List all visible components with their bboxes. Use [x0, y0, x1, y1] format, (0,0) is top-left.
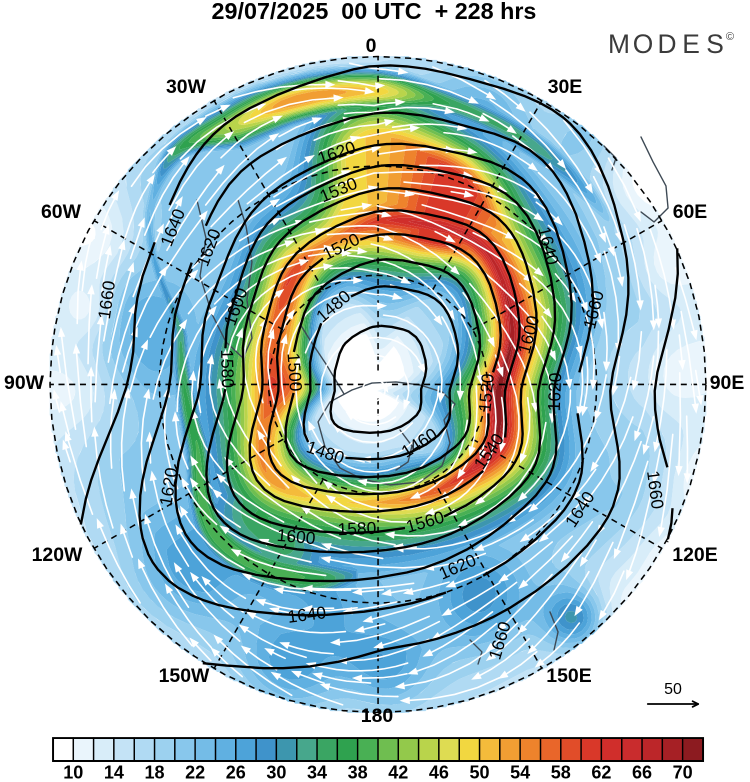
svg-text:34: 34 — [307, 763, 327, 782]
svg-text:S: S — [706, 29, 724, 59]
svg-text:1640: 1640 — [286, 602, 327, 627]
svg-text:1600: 1600 — [276, 525, 316, 548]
svg-text:38: 38 — [348, 763, 368, 782]
svg-text:22: 22 — [185, 763, 205, 782]
svg-text:60W: 60W — [41, 201, 82, 223]
svg-text:1520: 1520 — [474, 373, 497, 413]
svg-text:18: 18 — [145, 763, 165, 782]
svg-text:42: 42 — [388, 763, 408, 782]
svg-text:D: D — [657, 29, 676, 59]
svg-text:120E: 120E — [672, 544, 717, 566]
svg-text:26: 26 — [226, 763, 246, 782]
svg-text:62: 62 — [591, 763, 611, 782]
svg-text:90E: 90E — [710, 372, 745, 394]
svg-text:50: 50 — [664, 681, 682, 698]
svg-text:E: E — [682, 29, 700, 59]
svg-text:14: 14 — [104, 763, 124, 782]
svg-text:30W: 30W — [166, 76, 207, 98]
svg-text:58: 58 — [551, 763, 571, 782]
svg-text:10: 10 — [63, 763, 83, 782]
svg-text:180: 180 — [361, 705, 394, 727]
svg-text:90W: 90W — [4, 372, 45, 394]
svg-text:66: 66 — [632, 763, 652, 782]
svg-text:1500: 1500 — [283, 352, 306, 392]
svg-text:0: 0 — [366, 35, 377, 57]
svg-text:54: 54 — [510, 763, 530, 782]
svg-text:29/07/2025 00 UTC + 228 hrs: 29/07/2025 00 UTC + 228 hrs — [212, 0, 537, 24]
svg-text:120W: 120W — [32, 544, 83, 566]
svg-text:O: O — [633, 29, 654, 59]
svg-text:©: © — [726, 31, 735, 43]
svg-text:30E: 30E — [548, 76, 583, 98]
svg-text:1580: 1580 — [217, 349, 238, 388]
svg-text:60E: 60E — [673, 201, 708, 223]
svg-text:150E: 150E — [546, 665, 591, 687]
svg-text:30: 30 — [266, 763, 286, 782]
svg-text:1660: 1660 — [643, 469, 668, 510]
svg-text:46: 46 — [429, 763, 449, 782]
svg-text:1580: 1580 — [337, 518, 376, 540]
svg-text:150W: 150W — [159, 665, 210, 687]
svg-text:1620: 1620 — [544, 372, 566, 411]
svg-text:70: 70 — [673, 763, 693, 782]
svg-text:M: M — [608, 29, 630, 59]
svg-text:50: 50 — [470, 763, 490, 782]
